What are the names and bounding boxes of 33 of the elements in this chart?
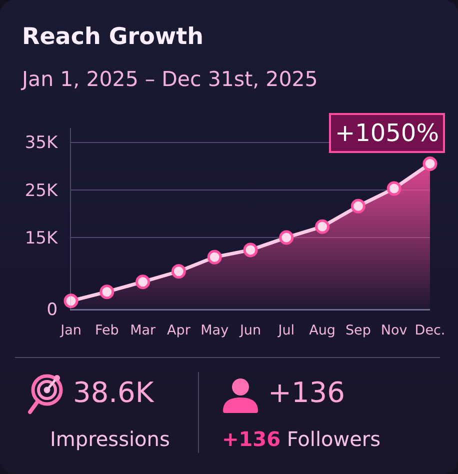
chart-subtitle: Jan 1, 2025 – Dec 31st, 2025	[22, 66, 318, 92]
x-tick-label: Feb	[94, 322, 119, 339]
x-tick-label: May	[200, 322, 229, 339]
x-tick-label: Jul	[277, 322, 295, 339]
text: +136	[268, 376, 345, 410]
x-tick-label: Nov	[380, 322, 408, 339]
y-tick-label: 0	[46, 300, 58, 320]
point	[171, 264, 186, 279]
text: +136 Followers	[222, 427, 381, 451]
point	[279, 230, 294, 245]
x-tick-label: Aug	[309, 322, 336, 339]
x-tick-label: Jan	[60, 322, 82, 339]
annotation: +1050%	[335, 119, 439, 147]
chart-title: Reach Growth	[22, 23, 204, 52]
point	[243, 242, 258, 258]
y-tick-label: 15K	[24, 228, 58, 248]
point	[386, 181, 402, 196]
x-tick-label: Sep	[345, 322, 371, 339]
x-tick-label: Apr	[167, 322, 191, 339]
point	[315, 219, 330, 234]
point	[64, 294, 78, 308]
point	[422, 156, 438, 171]
point	[350, 198, 366, 214]
text: Impressions	[50, 426, 170, 452]
x-tick-label: Dec.	[414, 322, 446, 339]
y-tick-label: 25K	[24, 180, 58, 201]
x-tick-label: Mar	[130, 322, 156, 339]
point	[100, 284, 114, 300]
point	[207, 250, 222, 264]
point	[136, 274, 150, 290]
x-tick-label: Jun	[238, 322, 262, 339]
y-tick-label: 35K	[24, 133, 58, 154]
text: 38.6K	[73, 376, 154, 410]
